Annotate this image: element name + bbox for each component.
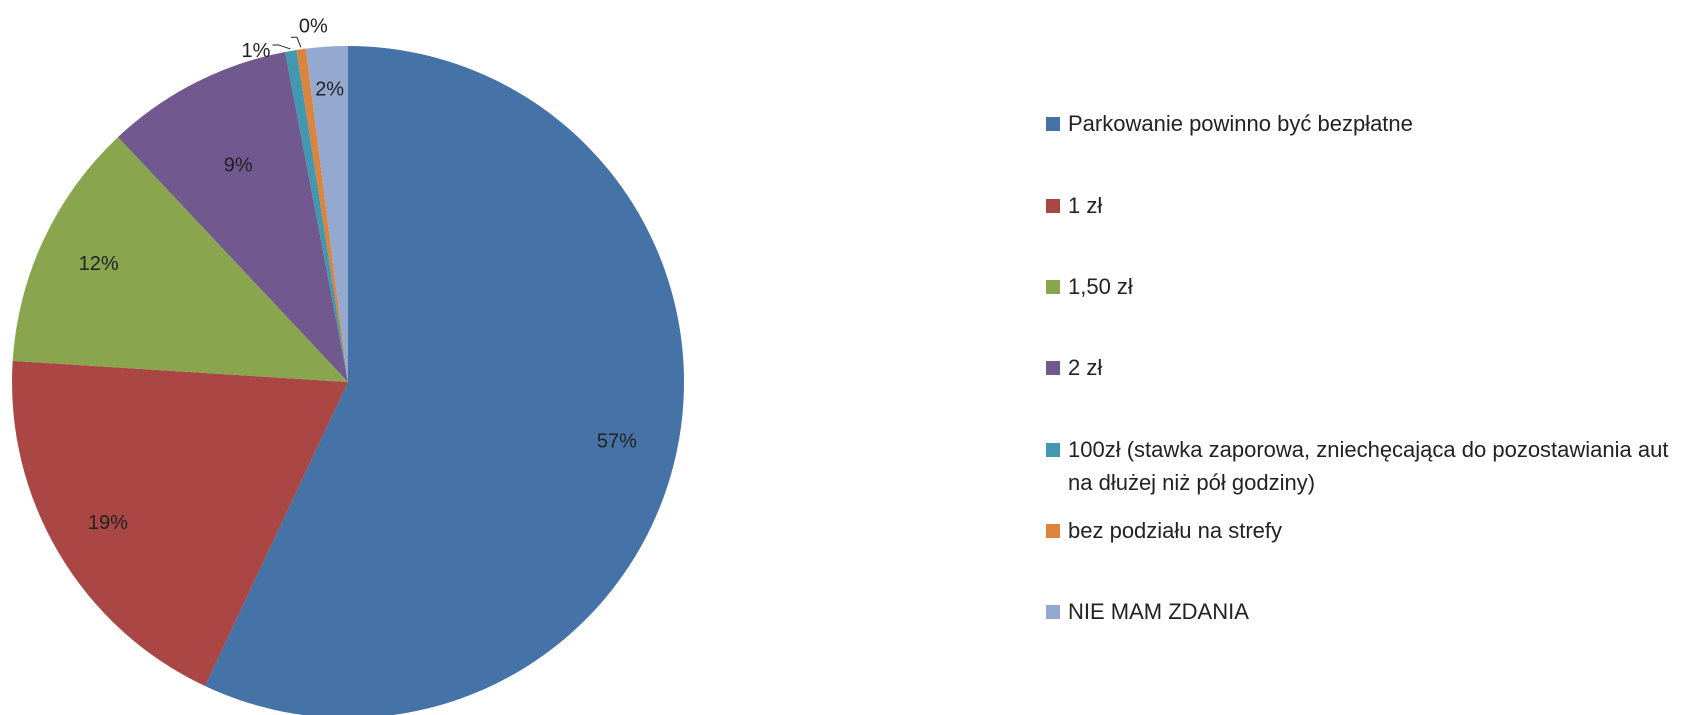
pie-slice-1-50-zl — [12, 137, 348, 382]
pie-slice-parkowanie-powinno-byc-bezplat — [204, 46, 684, 715]
chart-legend: Parkowanie powinno być bezpłatne 1 zł 1,… — [1046, 0, 1686, 715]
slice-data-label: 9% — [224, 155, 253, 177]
legend-label: bez podziału na strefy — [1068, 518, 1283, 543]
legend-label: Parkowanie powinno być bezpłatne — [1068, 111, 1413, 136]
legend-item-free-parking: Parkowanie powinno być bezpłatne — [1046, 107, 1678, 140]
legend-label: NIE MAM ZDANIA — [1068, 599, 1249, 624]
legend-item-1-50-zl: 1,50 zł — [1046, 270, 1678, 303]
slice-data-label: 0% — [299, 16, 328, 38]
legend-swatch — [1046, 117, 1060, 131]
legend-label: 1 zł — [1068, 193, 1103, 218]
legend-label: 2 zł — [1068, 355, 1103, 380]
pie-slice-1-zl — [11, 360, 349, 687]
slice-data-label: 19% — [88, 512, 128, 534]
pie-chart: 57% 19% 12% 9% 1% 0% 2% — [11, 16, 684, 715]
legend-label: 1,50 zł — [1068, 274, 1133, 299]
legend-swatch — [1046, 605, 1060, 619]
legend-swatch — [1046, 199, 1060, 213]
pie-slice-bez-podzialu-na-strefy — [296, 48, 348, 382]
legend-swatch — [1046, 524, 1060, 538]
legend-swatch — [1046, 280, 1060, 294]
slice-data-label: 2% — [315, 79, 344, 101]
pie-labels: 57% 19% 12% 9% 1% 0% 2% — [79, 16, 637, 535]
leader-line — [290, 36, 302, 48]
legend-item-no-zones: bez podziału na strefy — [1046, 514, 1678, 547]
pie-slice-2-zl — [117, 51, 348, 383]
legend-item-100-zl: 100zł (stawka zaporowa, zniechęcająca do… — [1046, 433, 1678, 499]
pie-slices — [11, 46, 684, 715]
legend-swatch — [1046, 361, 1060, 375]
slice-data-label: 12% — [79, 253, 119, 275]
slice-data-label: 1% — [242, 40, 271, 62]
legend-label: 100zł (stawka zaporowa, zniechęcająca do… — [1068, 437, 1669, 495]
slice-data-label: 57% — [597, 430, 637, 452]
pie-slice-100zl-stawka-zaporowa-zniechec — [285, 49, 348, 382]
pie-slice-nie-mam-zdania — [305, 46, 348, 382]
legend-item-2-zl: 2 zł — [1046, 351, 1678, 384]
legend-item-no-opinion: NIE MAM ZDANIA — [1046, 595, 1678, 628]
legend-swatch — [1046, 443, 1060, 457]
legend-item-1-zl: 1 zł — [1046, 189, 1678, 222]
leader-line — [272, 44, 291, 50]
